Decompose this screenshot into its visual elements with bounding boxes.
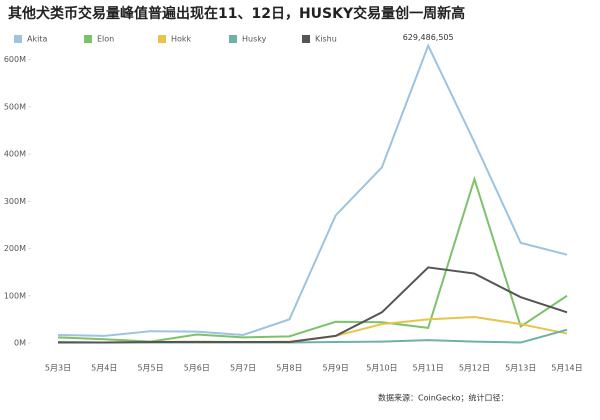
y-tick-label: 200M [4, 244, 26, 253]
legend-label: Kishu [315, 35, 337, 44]
source: 数据来源：CoinGecko；统计口径： [378, 393, 509, 403]
x-tick-label: 5月8日 [276, 364, 302, 373]
legend-swatch [229, 35, 237, 43]
y-tick-label: 300M [4, 197, 26, 206]
legend-label: Hokk [171, 35, 192, 44]
x-tick-label: 5月12日 [459, 364, 490, 373]
x-tick-label: 5月7日 [230, 364, 256, 373]
x-tick-label: 5月11日 [413, 364, 444, 373]
value-label: 629,486,505 [403, 33, 454, 42]
y-tick-label: 500M [4, 102, 26, 111]
legend-swatch [14, 35, 22, 43]
legend-swatch [302, 35, 310, 43]
y-tick-label: 400M [4, 150, 26, 159]
y-tick-label: 100M [4, 291, 26, 300]
legend-label: Elon [97, 35, 114, 44]
x-tick-label: 5月4日 [91, 364, 117, 373]
legend-label: Akita [27, 35, 47, 44]
series-line [58, 266, 568, 344]
x-tick-label: 5月10日 [366, 364, 397, 373]
x-tick-label: 5月3日 [45, 364, 71, 373]
series-line [57, 43, 568, 337]
y-tick-label: 600M [4, 55, 26, 64]
y-tick-label: 0M [14, 339, 26, 348]
chart-title: 其他犬类币交易量峰值普遍出现在11、12日，HUSKY交易量创一周新高 [8, 5, 465, 22]
x-tick-label: 5月9日 [323, 364, 349, 373]
legend-swatch [158, 35, 166, 43]
x-tick-label: 5月13日 [505, 364, 536, 373]
series-line [57, 175, 568, 343]
legend-label: Husky [242, 35, 267, 44]
x-tick-label: 5月5日 [137, 364, 163, 373]
x-tick-label: 5月14日 [551, 364, 582, 373]
legend-swatch [84, 35, 92, 43]
x-tick-label: 5月6日 [184, 364, 210, 373]
